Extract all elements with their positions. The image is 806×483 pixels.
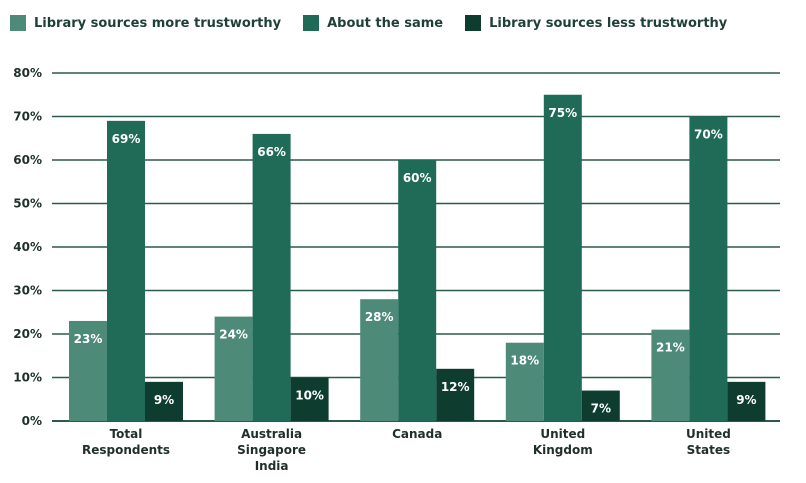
y-tick-label: 70% (13, 110, 42, 124)
x-category-label: Canada (392, 427, 442, 441)
bar (145, 381, 183, 421)
bar (107, 120, 145, 421)
y-tick-label: 20% (13, 327, 42, 341)
data-label: 69% (112, 132, 141, 146)
legend: Library sources more trustworthy About th… (10, 10, 796, 36)
x-category-label: United States (686, 427, 731, 457)
data-label: 9% (736, 393, 756, 407)
bar (360, 299, 399, 421)
data-label: 75% (548, 106, 577, 120)
legend-swatch (303, 15, 320, 31)
bar (651, 329, 690, 421)
data-label: 18% (510, 354, 539, 368)
x-category-label-line: Singapore (237, 443, 306, 457)
x-category-label-line: United (686, 427, 731, 441)
x-category-label-line: Respondents (82, 443, 170, 457)
bar (290, 377, 329, 421)
x-category-label-line: States (687, 443, 731, 457)
bar (543, 94, 582, 421)
x-category-label-line: India (255, 459, 289, 473)
x-category-label-line: Total (110, 427, 143, 441)
legend-item: Library sources less trustworthy (465, 15, 727, 31)
legend-swatch (10, 15, 26, 31)
legend-label: Library sources less trustworthy (489, 15, 728, 31)
y-tick-label: 40% (13, 240, 42, 254)
legend-item: Library sources more trustworthy (10, 15, 281, 31)
x-category-label-line: United (540, 427, 585, 441)
bar (727, 381, 766, 421)
y-tick-label: 80% (13, 66, 42, 80)
x-category-label: Total Respondents (82, 427, 170, 457)
bar (214, 316, 253, 421)
x-category-label: United Kingdom (533, 427, 593, 457)
x-category-label: Australia Singapore India (237, 427, 306, 473)
data-label: 21% (656, 341, 685, 355)
bar (581, 390, 620, 421)
legend-label: Library sources more trustworthy (34, 15, 282, 31)
data-label: 9% (154, 393, 174, 407)
y-tick-label: 0% (22, 414, 42, 428)
y-tick-label: 50% (13, 197, 42, 211)
bar (69, 320, 107, 421)
bar (252, 133, 291, 421)
data-label: 10% (295, 389, 324, 403)
y-tick-label: 60% (13, 153, 42, 167)
data-label: 12% (441, 380, 470, 394)
bar (436, 368, 475, 421)
x-category-label-line: Canada (392, 427, 442, 441)
data-label: 7% (591, 402, 611, 416)
x-category-label-line: Kingdom (533, 443, 593, 457)
bar (689, 116, 728, 421)
bar (398, 160, 437, 421)
y-tick-label: 10% (13, 371, 42, 385)
bar (505, 342, 544, 421)
x-category-label-line: Australia (241, 427, 302, 441)
data-label: 24% (219, 328, 248, 342)
legend-label: About the same (327, 15, 444, 31)
data-label: 23% (74, 332, 103, 346)
legend-swatch (465, 15, 482, 31)
legend-item: About the same (303, 15, 443, 31)
y-tick-label: 30% (13, 284, 42, 298)
data-label: 28% (365, 310, 394, 324)
data-label: 66% (257, 145, 286, 159)
data-label: 60% (403, 171, 432, 185)
data-label: 70% (694, 128, 723, 142)
